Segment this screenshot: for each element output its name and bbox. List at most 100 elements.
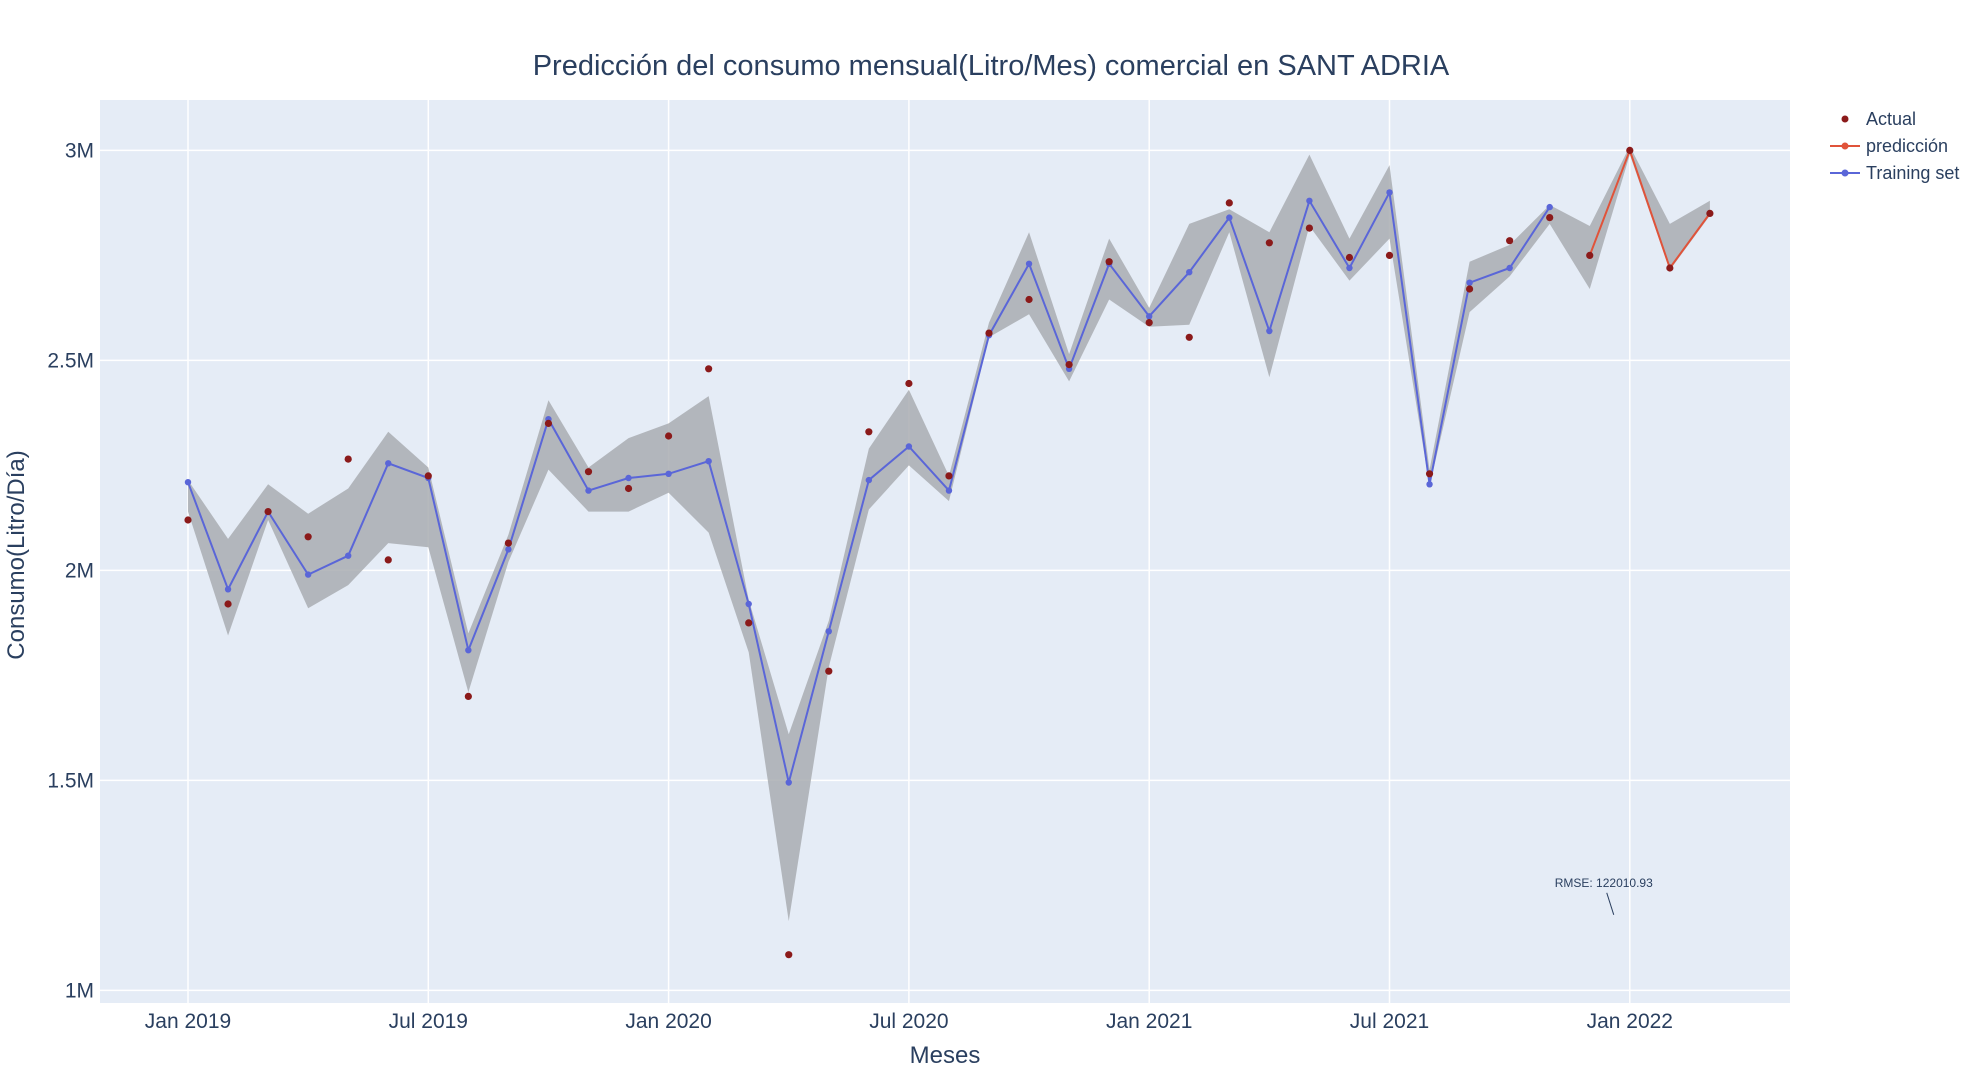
training-point xyxy=(1546,203,1553,211)
actual-point xyxy=(544,419,553,427)
actual-point xyxy=(945,472,953,480)
legend-swatch-marker xyxy=(1841,115,1849,123)
training-point xyxy=(1306,197,1313,204)
legend-item[interactable]: predicción xyxy=(1830,136,1948,156)
x-tick-label: Jan 2022 xyxy=(1587,1010,1673,1033)
training-point xyxy=(865,476,873,484)
training-point xyxy=(625,474,632,482)
actual-point xyxy=(1185,333,1193,341)
confidence-band-area xyxy=(188,146,1710,922)
series-training-set xyxy=(184,189,1553,786)
legend-item[interactable]: Actual xyxy=(1841,109,1917,129)
x-tick-label: Jan 2021 xyxy=(1106,1010,1192,1033)
x-tick-label: Jan 2019 xyxy=(145,1010,231,1033)
prediction-line xyxy=(1588,147,1711,271)
legend-label: Actual xyxy=(1866,109,1916,129)
training-point xyxy=(1426,481,1433,488)
training-point xyxy=(1466,279,1473,286)
actual-point xyxy=(624,484,633,493)
legend-swatch-marker xyxy=(1841,169,1849,177)
x-tick-label: Jul 2021 xyxy=(1350,1010,1429,1033)
actual-point xyxy=(1265,239,1273,247)
training-point xyxy=(705,458,712,465)
actual-point xyxy=(905,379,913,388)
annotation-text: RMSE: 122010.93 xyxy=(1555,876,1653,890)
actual-point xyxy=(504,539,512,547)
actual-point xyxy=(1025,295,1033,304)
training-point xyxy=(745,600,752,608)
legend-label: predicción xyxy=(1866,136,1948,156)
training-point xyxy=(385,460,392,467)
actual-point xyxy=(1065,361,1073,369)
training-point xyxy=(1346,264,1353,272)
actual-point xyxy=(1466,285,1474,293)
y-axis-ticks: 1M 1.5M 2M 2.5M 3M xyxy=(47,139,94,1002)
annotation-arrow xyxy=(1606,892,1615,915)
actual-point xyxy=(1626,146,1634,154)
actual-point xyxy=(1105,258,1113,266)
x-tick-label: Jan 2020 xyxy=(625,1010,711,1033)
training-point xyxy=(825,628,832,635)
legend-label: Training set xyxy=(1866,163,1959,183)
actual-point xyxy=(1225,199,1233,207)
actual-point xyxy=(184,516,192,524)
training-point xyxy=(1506,264,1513,272)
y-tick-label: 1.5M xyxy=(47,769,94,792)
training-point xyxy=(1226,214,1233,221)
actual-point xyxy=(705,365,713,373)
legend-swatch-marker xyxy=(1841,142,1849,150)
actual-point xyxy=(424,472,432,480)
x-axis-ticks: Jan 2019 Jul 2019 Jan 2020 Jul 2020 Jan 2021… xyxy=(145,1010,1673,1033)
x-tick-label: Jul 2020 xyxy=(869,1010,948,1033)
legend[interactable]: Actual predicción Training set xyxy=(1830,109,1959,183)
series-actual xyxy=(184,146,1714,959)
actual-point xyxy=(865,428,873,436)
actual-point xyxy=(344,455,352,463)
actual-point xyxy=(745,619,753,627)
training-point xyxy=(505,546,512,553)
actual-point xyxy=(1305,224,1313,232)
y-axis-title: Consumo(Litro/Día) xyxy=(3,450,30,659)
training-point xyxy=(1266,327,1273,335)
training-point xyxy=(1386,189,1393,196)
training-point xyxy=(945,487,953,494)
training-point xyxy=(1186,269,1193,276)
actual-point xyxy=(1345,253,1354,262)
chart-title: Predicción del consumo mensual(Litro/Mes… xyxy=(533,50,1450,82)
legend-item[interactable]: Training set xyxy=(1830,163,1959,183)
actual-point xyxy=(1506,237,1514,245)
training-point xyxy=(224,586,232,593)
actual-point xyxy=(1666,264,1674,272)
actual-point xyxy=(665,432,673,440)
actual-point xyxy=(1706,209,1714,217)
actual-point xyxy=(825,667,833,675)
actual-point xyxy=(1586,251,1594,259)
actual-point xyxy=(264,508,272,516)
actual-point xyxy=(1145,319,1153,327)
x-tick-label: Jul 2019 xyxy=(389,1010,468,1033)
training-point xyxy=(665,470,672,477)
x-axis-title: Meses xyxy=(910,1042,981,1069)
actual-point xyxy=(304,533,312,541)
training-point xyxy=(785,779,792,786)
training-point xyxy=(304,571,312,578)
y-tick-label: 3M xyxy=(65,139,94,162)
training-point xyxy=(345,552,352,559)
training-point xyxy=(1025,260,1033,267)
actual-point xyxy=(384,556,392,564)
actual-point xyxy=(584,468,593,476)
actual-point xyxy=(1425,470,1434,478)
confidence-band xyxy=(188,146,1710,922)
training-point xyxy=(905,443,913,450)
y-tick-label: 2M xyxy=(65,559,94,582)
gridlines xyxy=(100,100,1790,1003)
training-point xyxy=(1146,313,1153,320)
actual-point xyxy=(1546,214,1554,222)
actual-point xyxy=(464,692,472,701)
actual-point xyxy=(1385,251,1394,259)
rmse-annotation: RMSE: 122010.93 xyxy=(1555,876,1653,915)
actual-point xyxy=(785,951,793,959)
training-point xyxy=(585,487,592,494)
actual-point xyxy=(985,329,993,337)
